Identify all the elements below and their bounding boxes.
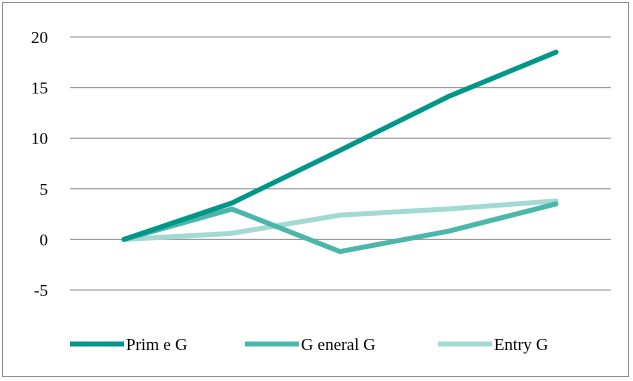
legend: Prim e G G eneral G Entry G — [70, 335, 548, 354]
y-tick-label: 20 — [31, 28, 48, 47]
y-tick-label: 10 — [31, 129, 48, 148]
series-lines — [121, 49, 559, 255]
legend-label-1: G eneral G — [301, 335, 376, 354]
legend-label-0: Prim e G — [126, 335, 187, 354]
y-tick-label: 15 — [31, 79, 48, 98]
y-tick-label: 0 — [40, 230, 49, 249]
y-tick-label: -5 — [34, 281, 48, 300]
legend-label-2: Entry G — [494, 335, 548, 354]
y-tick-label: 5 — [40, 180, 49, 199]
y-axis-tick-labels: 20 15 10 5 0 -5 — [31, 28, 48, 300]
series-line-1 — [121, 201, 559, 255]
series-line-2 — [121, 198, 559, 242]
series-line-0 — [121, 49, 559, 242]
